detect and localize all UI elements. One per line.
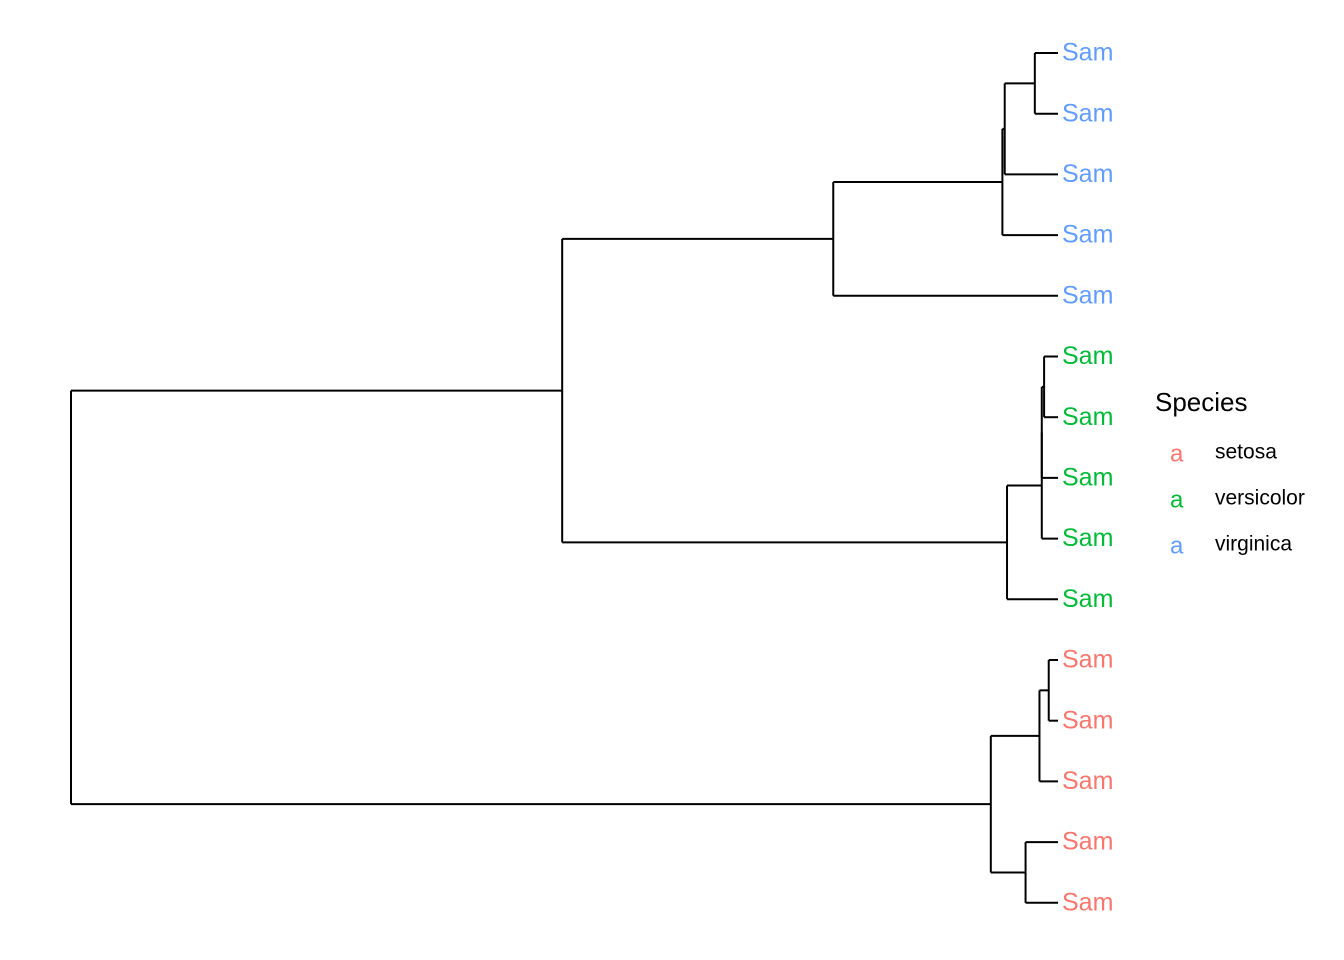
leaf-label: Sam	[1062, 828, 1113, 856]
leaf-label: Sam	[1062, 99, 1113, 127]
legend-title: Species	[1155, 387, 1248, 417]
legend-label-virginica: virginica	[1215, 533, 1292, 556]
legend-key-virginica: a	[1170, 532, 1184, 559]
leaf-label: Sam	[1062, 767, 1113, 795]
leaf-label: Sam	[1062, 464, 1113, 492]
leaf-label: Sam	[1062, 221, 1113, 249]
legend-key-setosa: a	[1170, 440, 1184, 467]
leaf-label: Sam	[1062, 403, 1113, 431]
leaf-label: Sam	[1062, 39, 1113, 67]
legend-label-versicolor: versicolor	[1215, 487, 1305, 510]
legend-label-setosa: setosa	[1215, 441, 1277, 464]
legend-entries: a setosa a versicolor a virginica	[1170, 440, 1305, 559]
leaf-label: Sam	[1062, 646, 1113, 674]
leaf-label: Sam	[1062, 585, 1113, 613]
leaf-label: Sam	[1062, 160, 1113, 188]
leaf-label: Sam	[1062, 706, 1113, 734]
leaf-label: Sam	[1062, 281, 1113, 309]
dendrogram-branches	[70, 52, 1058, 904]
leaf-label: Sam	[1062, 888, 1113, 916]
leaf-label: Sam	[1062, 524, 1113, 552]
legend: Species a setosa a versicolor a virginica	[1155, 387, 1305, 559]
leaf-label: Sam	[1062, 342, 1113, 370]
legend-key-versicolor: a	[1170, 486, 1184, 513]
leaf-labels: Sam Sam Sam Sam Sam Sam Sam Sam Sam Sam Sam Sam Sam S…	[1062, 39, 1113, 917]
